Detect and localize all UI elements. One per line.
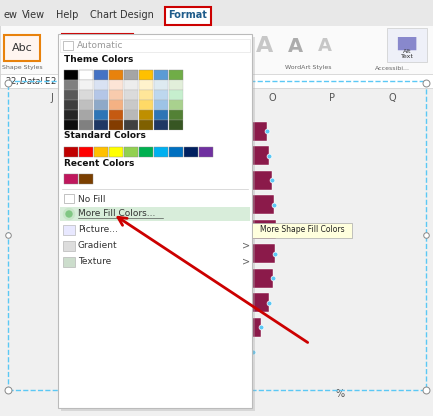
- FancyBboxPatch shape: [242, 244, 275, 263]
- FancyBboxPatch shape: [154, 110, 168, 120]
- FancyBboxPatch shape: [79, 90, 93, 100]
- Text: A: A: [288, 37, 303, 55]
- FancyBboxPatch shape: [184, 147, 198, 157]
- Text: 0 to 4: 0 to 4: [58, 128, 79, 134]
- FancyBboxPatch shape: [60, 239, 250, 253]
- Text: Q: Q: [388, 93, 396, 103]
- FancyBboxPatch shape: [169, 70, 183, 80]
- FancyBboxPatch shape: [124, 100, 138, 110]
- Text: Accessibi...: Accessibi...: [375, 65, 410, 70]
- FancyBboxPatch shape: [58, 34, 252, 408]
- FancyBboxPatch shape: [61, 37, 255, 411]
- FancyBboxPatch shape: [237, 342, 242, 362]
- FancyBboxPatch shape: [242, 342, 252, 362]
- FancyBboxPatch shape: [94, 110, 108, 120]
- Text: Standard Colors: Standard Colors: [64, 131, 146, 141]
- Text: >: >: [242, 257, 250, 267]
- FancyBboxPatch shape: [226, 146, 242, 165]
- FancyBboxPatch shape: [223, 171, 242, 190]
- Text: %: %: [335, 389, 344, 399]
- Text: View: View: [22, 10, 45, 20]
- FancyBboxPatch shape: [124, 70, 138, 80]
- FancyBboxPatch shape: [63, 41, 73, 50]
- FancyBboxPatch shape: [242, 293, 268, 312]
- Text: 100 years and: 100 years and: [58, 373, 110, 379]
- FancyBboxPatch shape: [154, 70, 168, 80]
- FancyBboxPatch shape: [109, 120, 123, 130]
- Text: O: O: [268, 93, 276, 103]
- Text: 30 to 34: 30 to 34: [58, 201, 88, 207]
- Text: Theme Colors: Theme Colors: [64, 54, 133, 64]
- FancyBboxPatch shape: [79, 147, 93, 157]
- FancyBboxPatch shape: [0, 24, 433, 76]
- Text: Format: Format: [168, 10, 207, 20]
- FancyBboxPatch shape: [139, 110, 153, 120]
- FancyBboxPatch shape: [124, 90, 138, 100]
- FancyBboxPatch shape: [61, 34, 132, 50]
- FancyBboxPatch shape: [64, 147, 78, 157]
- FancyBboxPatch shape: [64, 120, 78, 130]
- FancyBboxPatch shape: [63, 225, 75, 235]
- Text: Gradient: Gradient: [78, 242, 118, 250]
- Text: WordArt Styles: WordArt Styles: [285, 65, 331, 70]
- FancyBboxPatch shape: [60, 39, 250, 52]
- Text: A: A: [318, 37, 332, 55]
- FancyBboxPatch shape: [154, 147, 168, 157]
- Text: Picture...: Picture...: [78, 225, 118, 235]
- Text: >: >: [242, 241, 250, 251]
- FancyBboxPatch shape: [109, 110, 123, 120]
- FancyBboxPatch shape: [154, 90, 168, 100]
- FancyBboxPatch shape: [387, 28, 427, 62]
- Text: Help: Help: [56, 10, 78, 20]
- FancyBboxPatch shape: [79, 80, 93, 90]
- Text: J: J: [51, 93, 53, 103]
- Text: 20 to 24: 20 to 24: [58, 176, 88, 183]
- FancyBboxPatch shape: [79, 100, 93, 110]
- Text: Chart Design: Chart Design: [90, 10, 154, 20]
- FancyBboxPatch shape: [109, 70, 123, 80]
- Text: 90 to 94: 90 to 94: [58, 348, 88, 354]
- FancyBboxPatch shape: [242, 195, 274, 214]
- FancyBboxPatch shape: [227, 293, 242, 312]
- Text: 70 to 74: 70 to 74: [58, 299, 88, 305]
- FancyBboxPatch shape: [60, 207, 250, 221]
- Text: No Fill: No Fill: [78, 195, 106, 203]
- FancyBboxPatch shape: [124, 120, 138, 130]
- FancyBboxPatch shape: [0, 0, 433, 26]
- FancyBboxPatch shape: [65, 39, 73, 47]
- FancyBboxPatch shape: [64, 80, 78, 90]
- Text: More Shape Fill Colors: More Shape Fill Colors: [260, 225, 344, 235]
- Text: Automatic: Automatic: [77, 42, 123, 50]
- Text: Alt
Text: Alt Text: [401, 49, 414, 59]
- FancyBboxPatch shape: [224, 269, 242, 288]
- FancyBboxPatch shape: [94, 90, 108, 100]
- FancyBboxPatch shape: [63, 241, 75, 251]
- FancyBboxPatch shape: [241, 367, 242, 386]
- Text: N: N: [211, 93, 219, 103]
- Text: Abc: Abc: [12, 43, 32, 53]
- FancyBboxPatch shape: [79, 70, 93, 80]
- FancyBboxPatch shape: [64, 110, 78, 120]
- FancyBboxPatch shape: [139, 120, 153, 130]
- FancyBboxPatch shape: [64, 70, 78, 80]
- FancyBboxPatch shape: [233, 318, 242, 337]
- FancyBboxPatch shape: [242, 171, 271, 190]
- FancyBboxPatch shape: [64, 174, 78, 184]
- FancyBboxPatch shape: [94, 100, 108, 110]
- FancyBboxPatch shape: [94, 147, 108, 157]
- FancyBboxPatch shape: [169, 110, 183, 120]
- FancyBboxPatch shape: [220, 220, 242, 239]
- FancyBboxPatch shape: [169, 100, 183, 110]
- Text: More Fill Colors...: More Fill Colors...: [78, 210, 155, 218]
- Text: A: A: [256, 36, 274, 56]
- FancyBboxPatch shape: [79, 120, 93, 130]
- Text: ew: ew: [4, 10, 18, 20]
- Text: Shape Styles: Shape Styles: [2, 65, 42, 70]
- FancyBboxPatch shape: [165, 7, 211, 25]
- FancyBboxPatch shape: [109, 90, 123, 100]
- Circle shape: [66, 211, 72, 217]
- FancyBboxPatch shape: [124, 147, 138, 157]
- Text: ██: ██: [397, 36, 417, 50]
- FancyBboxPatch shape: [109, 147, 123, 157]
